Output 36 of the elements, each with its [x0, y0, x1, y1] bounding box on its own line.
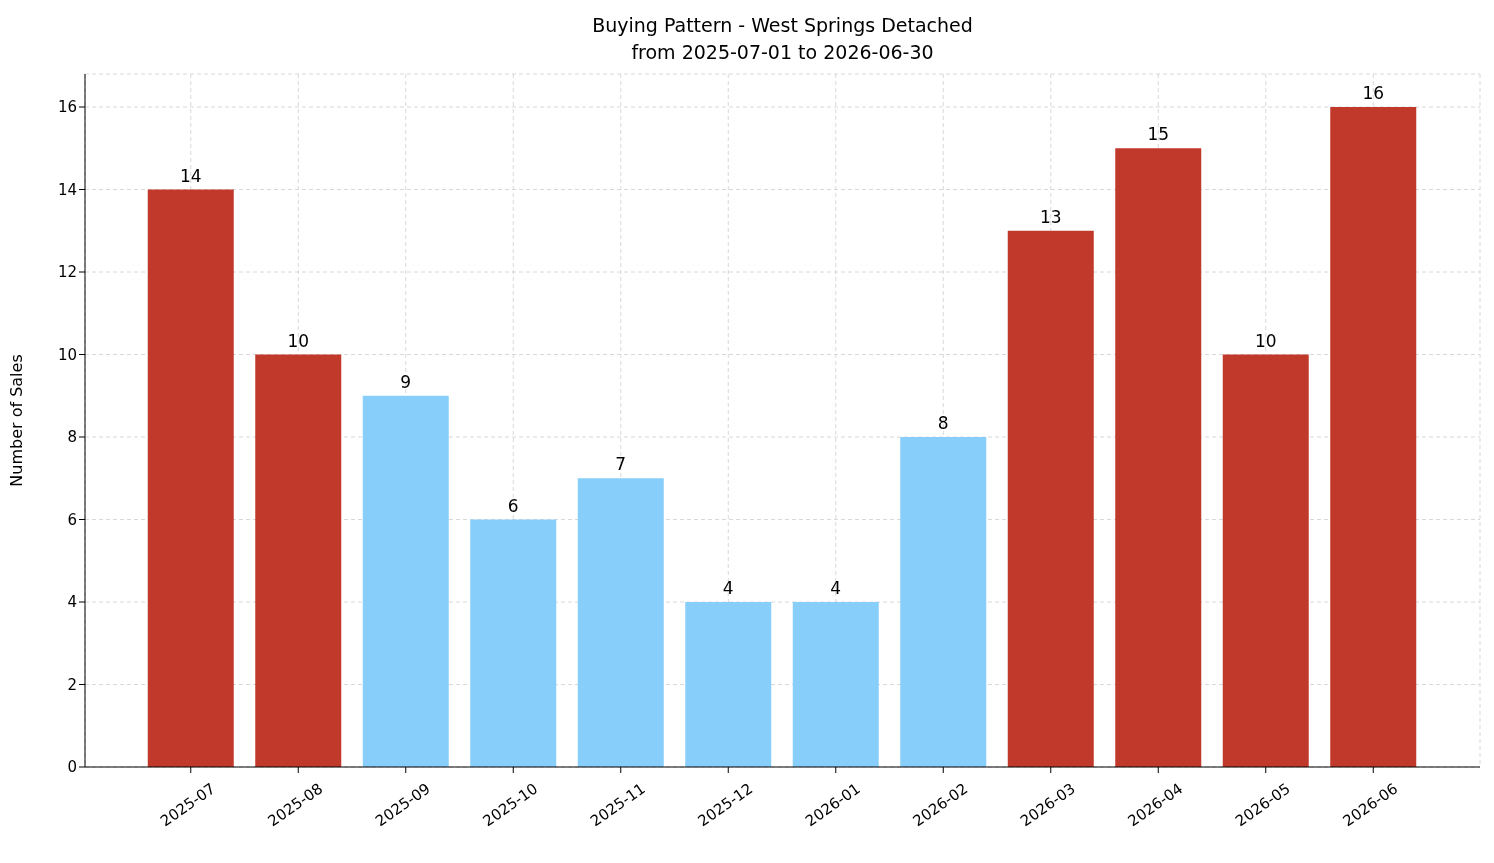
bar — [147, 189, 234, 767]
data-label: 4 — [722, 578, 734, 598]
bar — [362, 395, 449, 767]
y-tick-label: 16 — [57, 98, 77, 117]
data-label: 7 — [615, 454, 627, 475]
bar — [1007, 230, 1094, 767]
y-tick-label: 10 — [57, 345, 77, 364]
data-label: 16 — [1362, 83, 1385, 103]
y-axis-title: Number of Sales — [6, 354, 26, 487]
data-label: 14 — [179, 165, 202, 186]
y-tick-label: 2 — [67, 675, 77, 694]
y-tick-label: 14 — [57, 180, 77, 199]
bar — [685, 602, 772, 767]
y-tick-label: 4 — [67, 593, 77, 612]
data-label: 6 — [507, 495, 519, 516]
data-label: 13 — [1039, 206, 1062, 227]
y-tick-label: 0 — [67, 758, 77, 777]
data-label: 8 — [937, 413, 949, 433]
data-label: 15 — [1147, 124, 1170, 145]
bar — [1222, 354, 1309, 767]
y-tick-label: 6 — [67, 510, 77, 529]
bar — [577, 478, 664, 767]
data-label: 4 — [830, 578, 842, 598]
data-label: 10 — [1254, 330, 1277, 351]
chart-title: Buying Pattern - West Springs Detached — [591, 13, 974, 38]
bar — [255, 354, 342, 767]
data-label: 10 — [287, 330, 310, 351]
bar — [470, 519, 557, 767]
bar — [1330, 107, 1417, 767]
y-tick-label: 8 — [67, 428, 77, 447]
chart-subtitle: from 2025-07-01 to 2026-06-30 — [630, 40, 935, 65]
y-tick-label: 12 — [57, 263, 77, 282]
bar — [1115, 148, 1202, 767]
data-label: 9 — [400, 371, 412, 392]
bar — [792, 602, 879, 767]
bar — [900, 437, 987, 767]
